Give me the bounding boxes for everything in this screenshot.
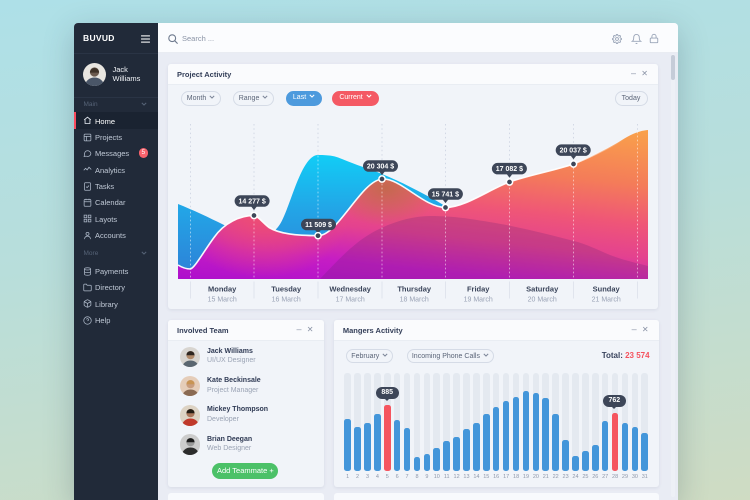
svg-text:20 March: 20 March bbox=[528, 297, 557, 304]
svg-text:17 March: 17 March bbox=[336, 297, 365, 304]
svg-text:Tuesday: Tuesday bbox=[271, 285, 302, 294]
svg-text:19 March: 19 March bbox=[464, 297, 493, 304]
svg-text:21 March: 21 March bbox=[592, 297, 621, 304]
svg-text:Thursday: Thursday bbox=[397, 285, 432, 294]
svg-text:15 741 $: 15 741 $ bbox=[432, 191, 459, 198]
svg-text:14 277 $: 14 277 $ bbox=[238, 198, 265, 205]
svg-text:16 March: 16 March bbox=[272, 297, 301, 304]
svg-text:Monday: Monday bbox=[208, 285, 237, 294]
svg-text:Friday: Friday bbox=[467, 285, 490, 294]
svg-text:18 March: 18 March bbox=[400, 297, 429, 304]
svg-text:20 304 $: 20 304 $ bbox=[367, 163, 394, 170]
svg-text:Wednesday: Wednesday bbox=[329, 285, 371, 294]
svg-text:Saturday: Saturday bbox=[526, 285, 559, 294]
svg-text:20 037 $: 20 037 $ bbox=[560, 147, 587, 154]
svg-text:Sunday: Sunday bbox=[593, 285, 621, 294]
svg-text:15 March: 15 March bbox=[208, 297, 237, 304]
svg-text:17 082 $: 17 082 $ bbox=[496, 166, 523, 173]
svg-text:11 509 $: 11 509 $ bbox=[305, 222, 332, 229]
